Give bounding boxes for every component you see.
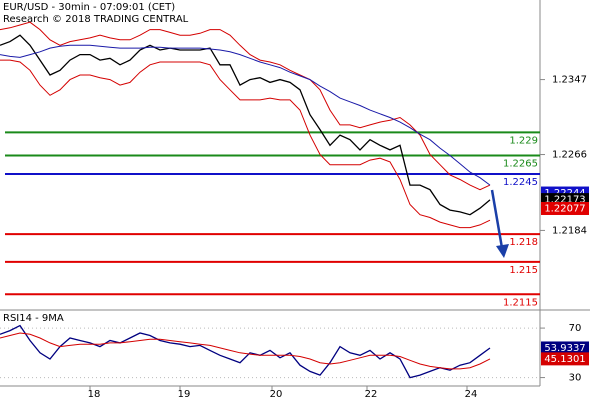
y-tick-label: 1.2347 bbox=[552, 75, 587, 86]
forecast-arrow bbox=[490, 189, 509, 258]
level-label: 1.218 bbox=[509, 237, 538, 248]
series-line bbox=[0, 21, 491, 191]
x-tick-label: 18 bbox=[88, 389, 101, 400]
level-label: 1.215 bbox=[509, 265, 538, 276]
rsi-title: RSI14 - 9MA bbox=[3, 313, 64, 324]
series-line bbox=[0, 332, 491, 370]
level-label: 1.2245 bbox=[503, 177, 538, 188]
x-tick-label: 24 bbox=[465, 389, 478, 400]
chart-subtitle: Research © 2018 TRADING CENTRAL bbox=[3, 14, 189, 25]
series-line bbox=[0, 44, 491, 186]
series-line bbox=[0, 324, 491, 379]
y-tick-label: 1.2266 bbox=[552, 150, 587, 161]
y-tick-label: 30 bbox=[569, 373, 582, 384]
x-tick-label: 19 bbox=[178, 389, 191, 400]
level-label: 1.2265 bbox=[503, 158, 538, 169]
arrow-shaft bbox=[490, 189, 504, 249]
price-tag bbox=[541, 341, 589, 355]
y-tick-label: 1.2184 bbox=[552, 225, 587, 236]
price-tag bbox=[541, 201, 589, 215]
arrow-head bbox=[496, 244, 509, 258]
series-line bbox=[0, 59, 491, 229]
series-line bbox=[0, 34, 491, 216]
price-tag-label: 45.1301 bbox=[544, 354, 585, 365]
price-tag-label: 53.9337 bbox=[544, 343, 585, 354]
x-tick-label: 22 bbox=[365, 389, 378, 400]
x-tick-label: 20 bbox=[270, 389, 283, 400]
price-tag bbox=[541, 352, 589, 366]
y-tick-label: 70 bbox=[569, 323, 582, 334]
price-tag-label: 1.22173 bbox=[544, 195, 585, 206]
chart-title: EUR/USD - 30min - 07:09:01 (CET) bbox=[3, 2, 175, 13]
level-label: 1.229 bbox=[509, 135, 538, 146]
level-label: 1.2115 bbox=[503, 297, 538, 308]
price-tag-label: 1.22077 bbox=[544, 203, 585, 214]
